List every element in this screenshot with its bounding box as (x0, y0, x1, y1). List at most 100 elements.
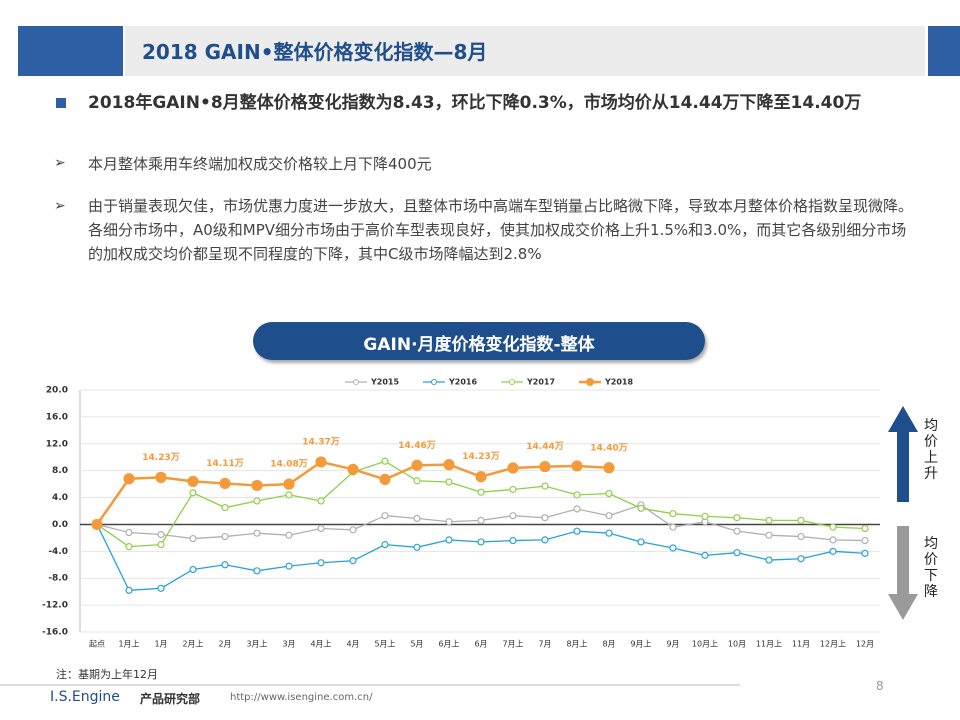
x-tick-label: 3月 (282, 640, 295, 649)
point (669, 523, 677, 531)
point (285, 491, 293, 499)
page-number: 8 (876, 679, 884, 693)
point (861, 549, 869, 557)
footer-dept: 产品研究部 (140, 692, 201, 706)
point (571, 460, 583, 472)
point (443, 459, 455, 471)
chart-title-pill (253, 322, 705, 360)
point (477, 488, 485, 496)
y-tick-label: 8.0 (52, 466, 68, 476)
legend-marker (509, 379, 515, 385)
x-tick-label: 4月上 (310, 640, 331, 649)
x-tick-label: 1月 (154, 640, 167, 649)
footer-brand: I.S.Engine (50, 689, 120, 705)
point (285, 562, 293, 570)
x-tick-label: 9月上 (630, 640, 651, 649)
point (765, 531, 773, 539)
point (251, 479, 263, 492)
point (125, 528, 133, 537)
point (605, 489, 613, 498)
point (669, 510, 677, 518)
point (701, 551, 709, 559)
y-tick-label: 20.0 (46, 386, 68, 396)
point (541, 514, 549, 522)
x-tick-label: 起点 (89, 640, 105, 649)
x-tick-label: 1月上 (118, 640, 139, 649)
point (157, 541, 165, 549)
x-tick-label: 3月上 (246, 640, 267, 649)
bullet-square (56, 98, 66, 108)
x-tick-label: 8月上 (566, 640, 587, 649)
point (573, 491, 581, 499)
y-tick-label: 0.0 (52, 520, 68, 530)
point (91, 518, 103, 531)
point (347, 463, 359, 475)
arrow-bullet: ➢ (54, 155, 66, 171)
footer-line (0, 684, 740, 686)
down-arrow (888, 526, 918, 620)
point (189, 565, 197, 574)
point (253, 529, 261, 537)
point (413, 477, 421, 485)
point (797, 532, 805, 541)
point (541, 536, 549, 544)
point (733, 514, 741, 522)
point (445, 518, 453, 526)
point (411, 459, 423, 471)
point (573, 505, 581, 513)
point (605, 529, 613, 537)
point (637, 538, 645, 546)
point (413, 514, 421, 522)
x-tick-label: 7月上 (502, 640, 523, 649)
point (381, 541, 389, 549)
point (765, 516, 773, 525)
bullet-sub: 由于销量表现欠佳，市场优惠力度进一步放大，且整体市场中高端车型销量占比略微下降，… (88, 197, 914, 263)
point (507, 462, 519, 474)
y-tick-label: 4.0 (52, 493, 68, 503)
point (219, 477, 231, 490)
x-tick-label: 6月上 (438, 640, 459, 649)
point (829, 523, 837, 531)
point (733, 549, 741, 557)
point (317, 497, 325, 505)
point (413, 543, 421, 551)
point (605, 512, 613, 520)
point (283, 478, 295, 490)
point (315, 456, 327, 468)
y-tick-label: -16.0 (42, 628, 68, 638)
series-line (96, 524, 866, 591)
point (445, 478, 453, 486)
arrow-bullet: ➢ (54, 198, 66, 214)
x-tick-label: 5月上 (374, 640, 395, 649)
annotation: 14.23万 (142, 452, 179, 463)
point (187, 475, 199, 488)
y-tick-label: 12.0 (46, 439, 68, 449)
point (861, 524, 869, 533)
point (637, 504, 645, 512)
point (221, 532, 229, 541)
x-tick-label: 12月上 (820, 640, 846, 649)
point (541, 482, 549, 490)
point (603, 462, 615, 474)
legend-label: Y2016 (448, 378, 477, 387)
x-tick-label: 4月 (346, 640, 359, 649)
point (189, 489, 197, 497)
x-tick-label: 11月 (792, 640, 810, 649)
annotation: 14.11万 (206, 458, 243, 469)
point (253, 567, 261, 575)
bullet-sub: 本月整体乘用车终端加权成交价格较上月下降400元 (88, 155, 432, 173)
point (253, 497, 261, 505)
header-bar-right (928, 26, 960, 76)
legend-marker (586, 378, 594, 386)
point (349, 526, 357, 534)
x-tick-label: 9月 (666, 640, 679, 649)
annotation: 14.40万 (590, 442, 627, 453)
note: 注：基期为上年12月 (56, 668, 158, 681)
legend-label: Y2015 (370, 378, 399, 387)
x-tick-label: 12月 (856, 640, 874, 649)
point (797, 516, 805, 525)
point (317, 559, 325, 567)
annotation: 14.08万 (270, 459, 307, 470)
legend-label: Y2018 (604, 378, 633, 387)
